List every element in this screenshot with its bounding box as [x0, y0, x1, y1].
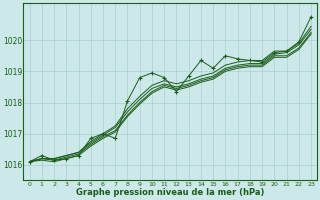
X-axis label: Graphe pression niveau de la mer (hPa): Graphe pression niveau de la mer (hPa) [76, 188, 265, 197]
